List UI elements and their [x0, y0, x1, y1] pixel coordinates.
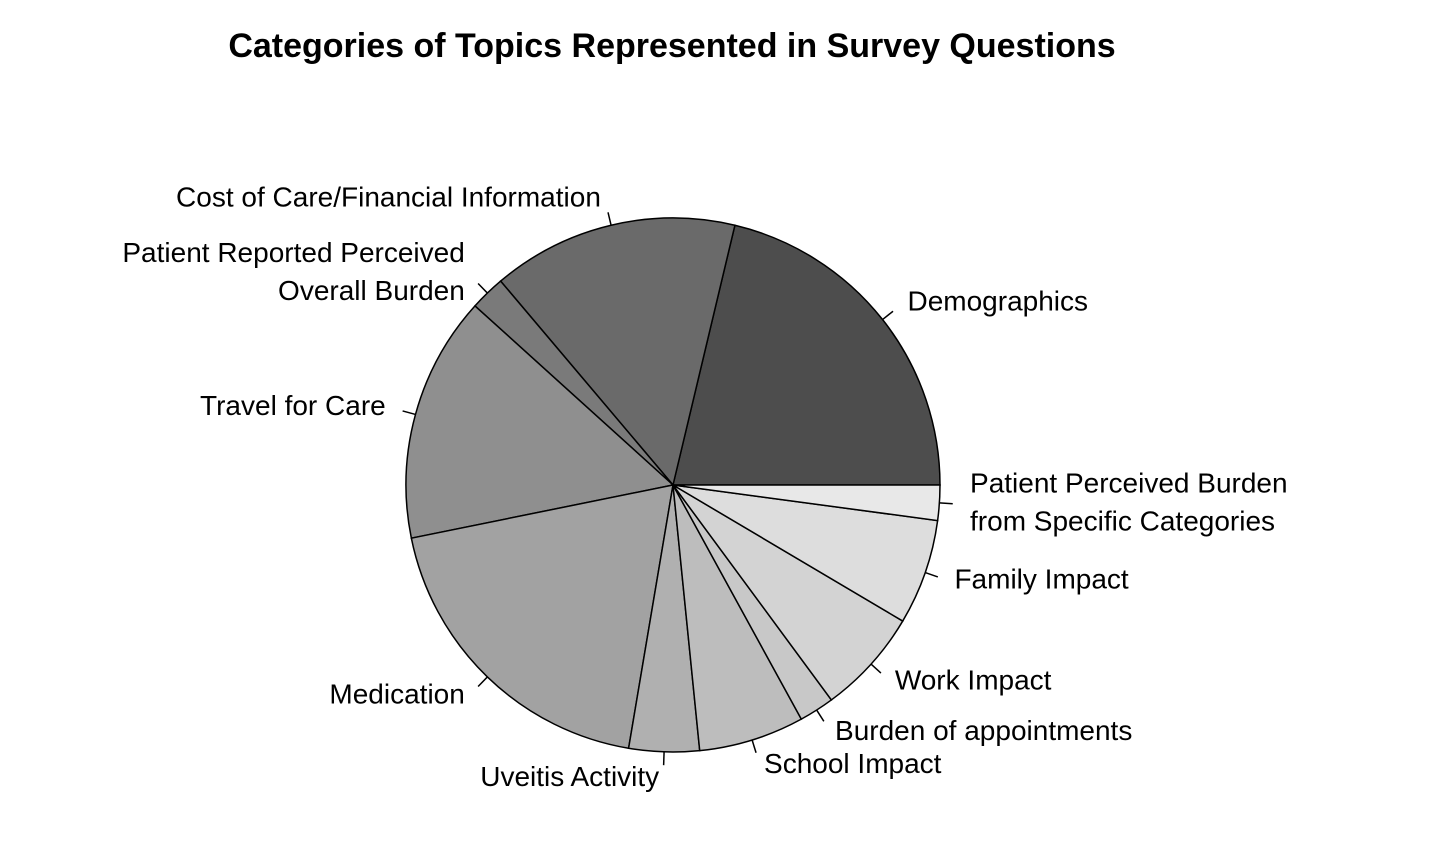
slice-label: Patient Perceived Burden from Specific Ca…: [970, 468, 1288, 537]
label-tick: [816, 709, 825, 722]
label-tick: [751, 739, 757, 753]
label-tick: [607, 212, 612, 226]
slice-label: Travel for Care: [200, 390, 386, 421]
label-tick: [870, 663, 882, 674]
chart-title: Categories of Topics Represented in Surv…: [228, 27, 1115, 65]
label-tick: [882, 310, 894, 321]
slice-label: Work Impact: [895, 664, 1052, 695]
label-tick: [939, 502, 953, 505]
slice-label: Burden of appointments: [835, 715, 1132, 746]
pie-slice: [672, 224, 941, 486]
label-tick: [477, 676, 488, 688]
slice-label: Cost of Care/Financial Information: [176, 182, 601, 213]
slice-label: School Impact: [764, 748, 942, 779]
label-tick: [477, 282, 488, 294]
label-tick: [924, 571, 939, 578]
pie-slice: [405, 304, 675, 540]
slice-label: Medication: [329, 679, 464, 710]
label-tick: [402, 410, 416, 416]
slice-label: Family Impact: [954, 564, 1128, 595]
slice-label: Demographics: [907, 285, 1088, 316]
pie-slice: [499, 217, 736, 487]
slice-label: Uveitis Activity: [480, 761, 659, 792]
slice-label: Patient Reported Perceived Overall Burden: [122, 237, 464, 306]
